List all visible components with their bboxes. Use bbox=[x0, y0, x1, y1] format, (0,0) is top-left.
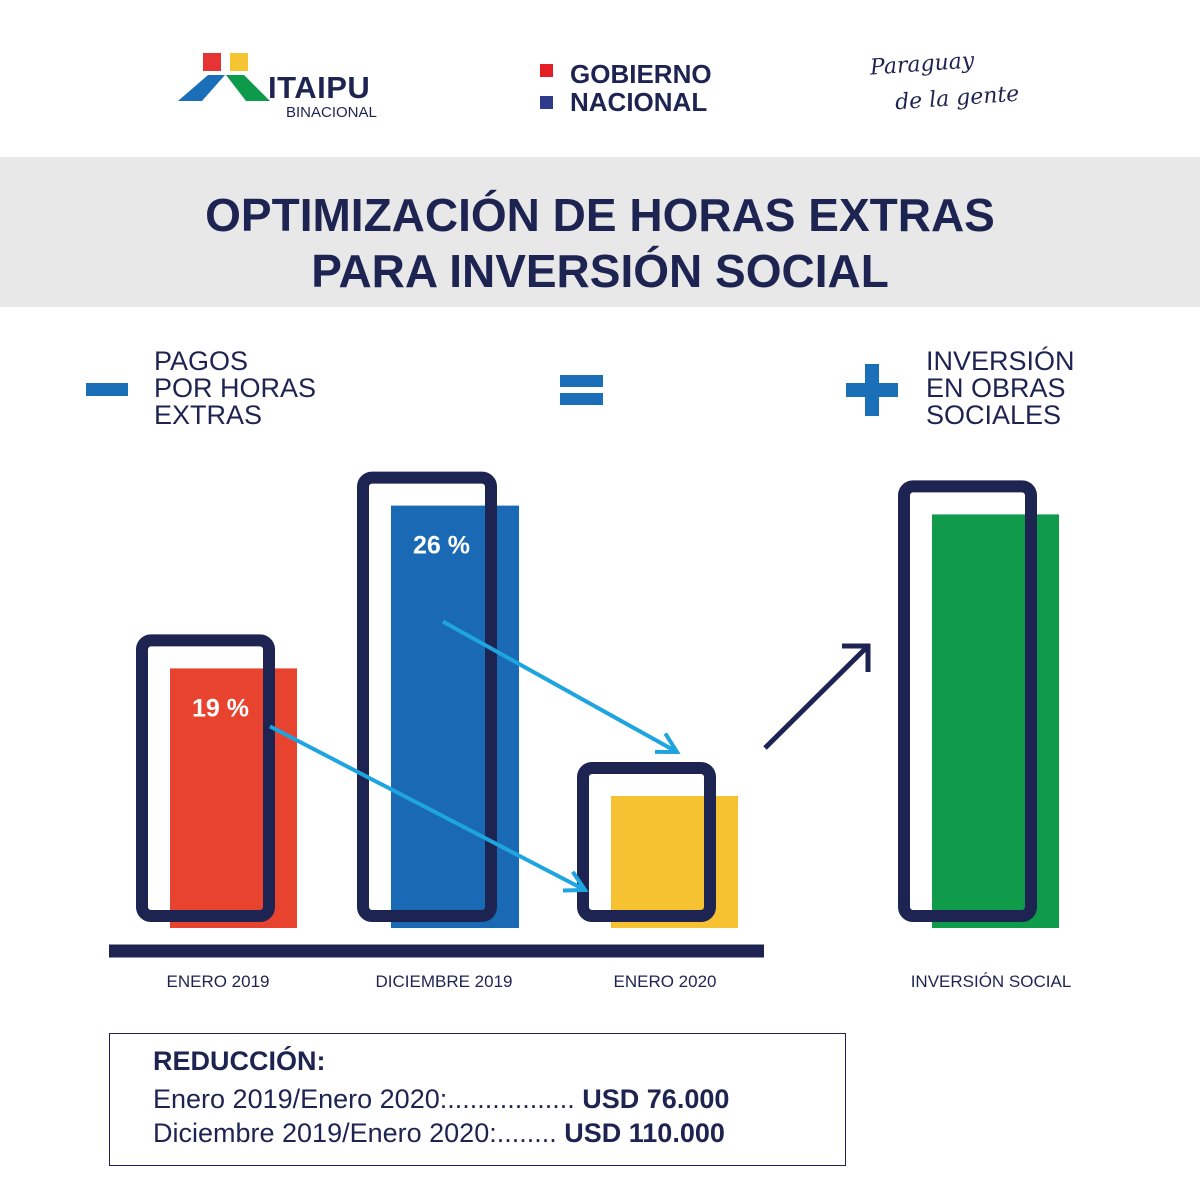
itaipu-logo bbox=[170, 50, 410, 130]
itaipu-red-square bbox=[203, 53, 221, 71]
minus-label: PAGOS POR HORAS EXTRAS bbox=[154, 348, 316, 429]
tagline-line1: Paraguay bbox=[869, 48, 976, 81]
equals-top-bar bbox=[560, 375, 603, 387]
reduction-title: REDUCCIÓN: bbox=[153, 1046, 326, 1076]
reduction-row-1-label: Enero 2019/Enero 2020: bbox=[153, 1084, 448, 1114]
page-title-line2: PARA INVERSIÓN SOCIAL bbox=[311, 245, 889, 297]
reduction-row-2: Diciembre 2019/Enero 2020:........ USD 1… bbox=[153, 1120, 725, 1147]
minus-sign-icon bbox=[86, 383, 128, 396]
minus-label-line3: EXTRAS bbox=[154, 400, 263, 430]
equals-bottom-bar bbox=[560, 393, 603, 405]
data-label-1: 19 % bbox=[192, 694, 249, 722]
investment-arrow bbox=[763, 644, 870, 750]
plus-label-line2: EN OBRAS bbox=[926, 373, 1066, 403]
page-title-line1: OPTIMIZACIÓN DE HORAS EXTRAS bbox=[205, 189, 995, 241]
bar-fill-4 bbox=[932, 514, 1059, 928]
data-label-2: 26 % bbox=[413, 532, 470, 560]
gobierno-line1: GOBIERNO bbox=[570, 59, 712, 89]
reduction-row-1-dots: ................. bbox=[447, 1084, 575, 1114]
gobierno-blue-square bbox=[540, 96, 553, 109]
itaipu-green-shape bbox=[226, 75, 270, 101]
bar-fill-3 bbox=[611, 796, 738, 928]
gobierno-line2: NACIONAL bbox=[570, 87, 708, 117]
reduction-box bbox=[109, 1033, 846, 1166]
plus-sign-vertical-icon bbox=[865, 364, 879, 416]
minus-label-line1: PAGOS bbox=[154, 346, 249, 376]
minus-label-line2: POR HORAS bbox=[154, 373, 317, 403]
bar-outline-1 bbox=[136, 634, 275, 923]
bar-chart: 19 % 26 % bbox=[109, 471, 1059, 958]
category-label-4: INVERSIÓN SOCIAL bbox=[910, 972, 1072, 991]
bar-outline-3 bbox=[577, 762, 716, 922]
gobierno-red-square bbox=[540, 64, 553, 77]
tagline-line2: de la gente bbox=[894, 81, 1021, 116]
plus-label-line3: SOCIALES bbox=[926, 400, 1062, 430]
reduction-row-2-value: USD 110.000 bbox=[564, 1118, 725, 1148]
itaipu-logo-mark bbox=[178, 53, 270, 101]
itaipu-blue-shape bbox=[178, 75, 225, 101]
reduction-arrow-2 bbox=[442, 619, 678, 754]
title-band bbox=[0, 157, 1200, 307]
bar-outline-2 bbox=[357, 471, 497, 922]
reduction-row-2-dots: ........ bbox=[496, 1118, 557, 1148]
investment-arrow-head bbox=[842, 643, 871, 672]
category-label-1: ENERO 2019 bbox=[166, 972, 270, 991]
bar-fill-2 bbox=[391, 505, 519, 928]
category-label-3: ENERO 2020 bbox=[613, 972, 717, 991]
reduction-arrow-1 bbox=[269, 724, 586, 892]
plus-label-line1: INVERSIÓN bbox=[926, 346, 1075, 376]
itaipu-subtitle: BINACIONAL bbox=[286, 104, 377, 121]
reduction-row-1: Enero 2019/Enero 2020:................. … bbox=[153, 1086, 729, 1113]
reduction-row-1-value: USD 76.000 bbox=[582, 1084, 730, 1114]
plus-label: INVERSIÓN EN OBRAS SOCIALES bbox=[926, 348, 1075, 429]
bar-fill-1 bbox=[170, 668, 297, 928]
bar-outline-4 bbox=[898, 480, 1037, 922]
reduction-row-2-label: Diciembre 2019/Enero 2020: bbox=[153, 1118, 497, 1148]
itaipu-yellow-square bbox=[230, 53, 248, 71]
category-label-2: DICIEMBRE 2019 bbox=[375, 972, 513, 991]
itaipu-name: ITAIPU bbox=[268, 70, 371, 105]
reduction-arrow-2-head bbox=[654, 732, 681, 755]
reduction-arrow-1-head bbox=[562, 870, 589, 893]
